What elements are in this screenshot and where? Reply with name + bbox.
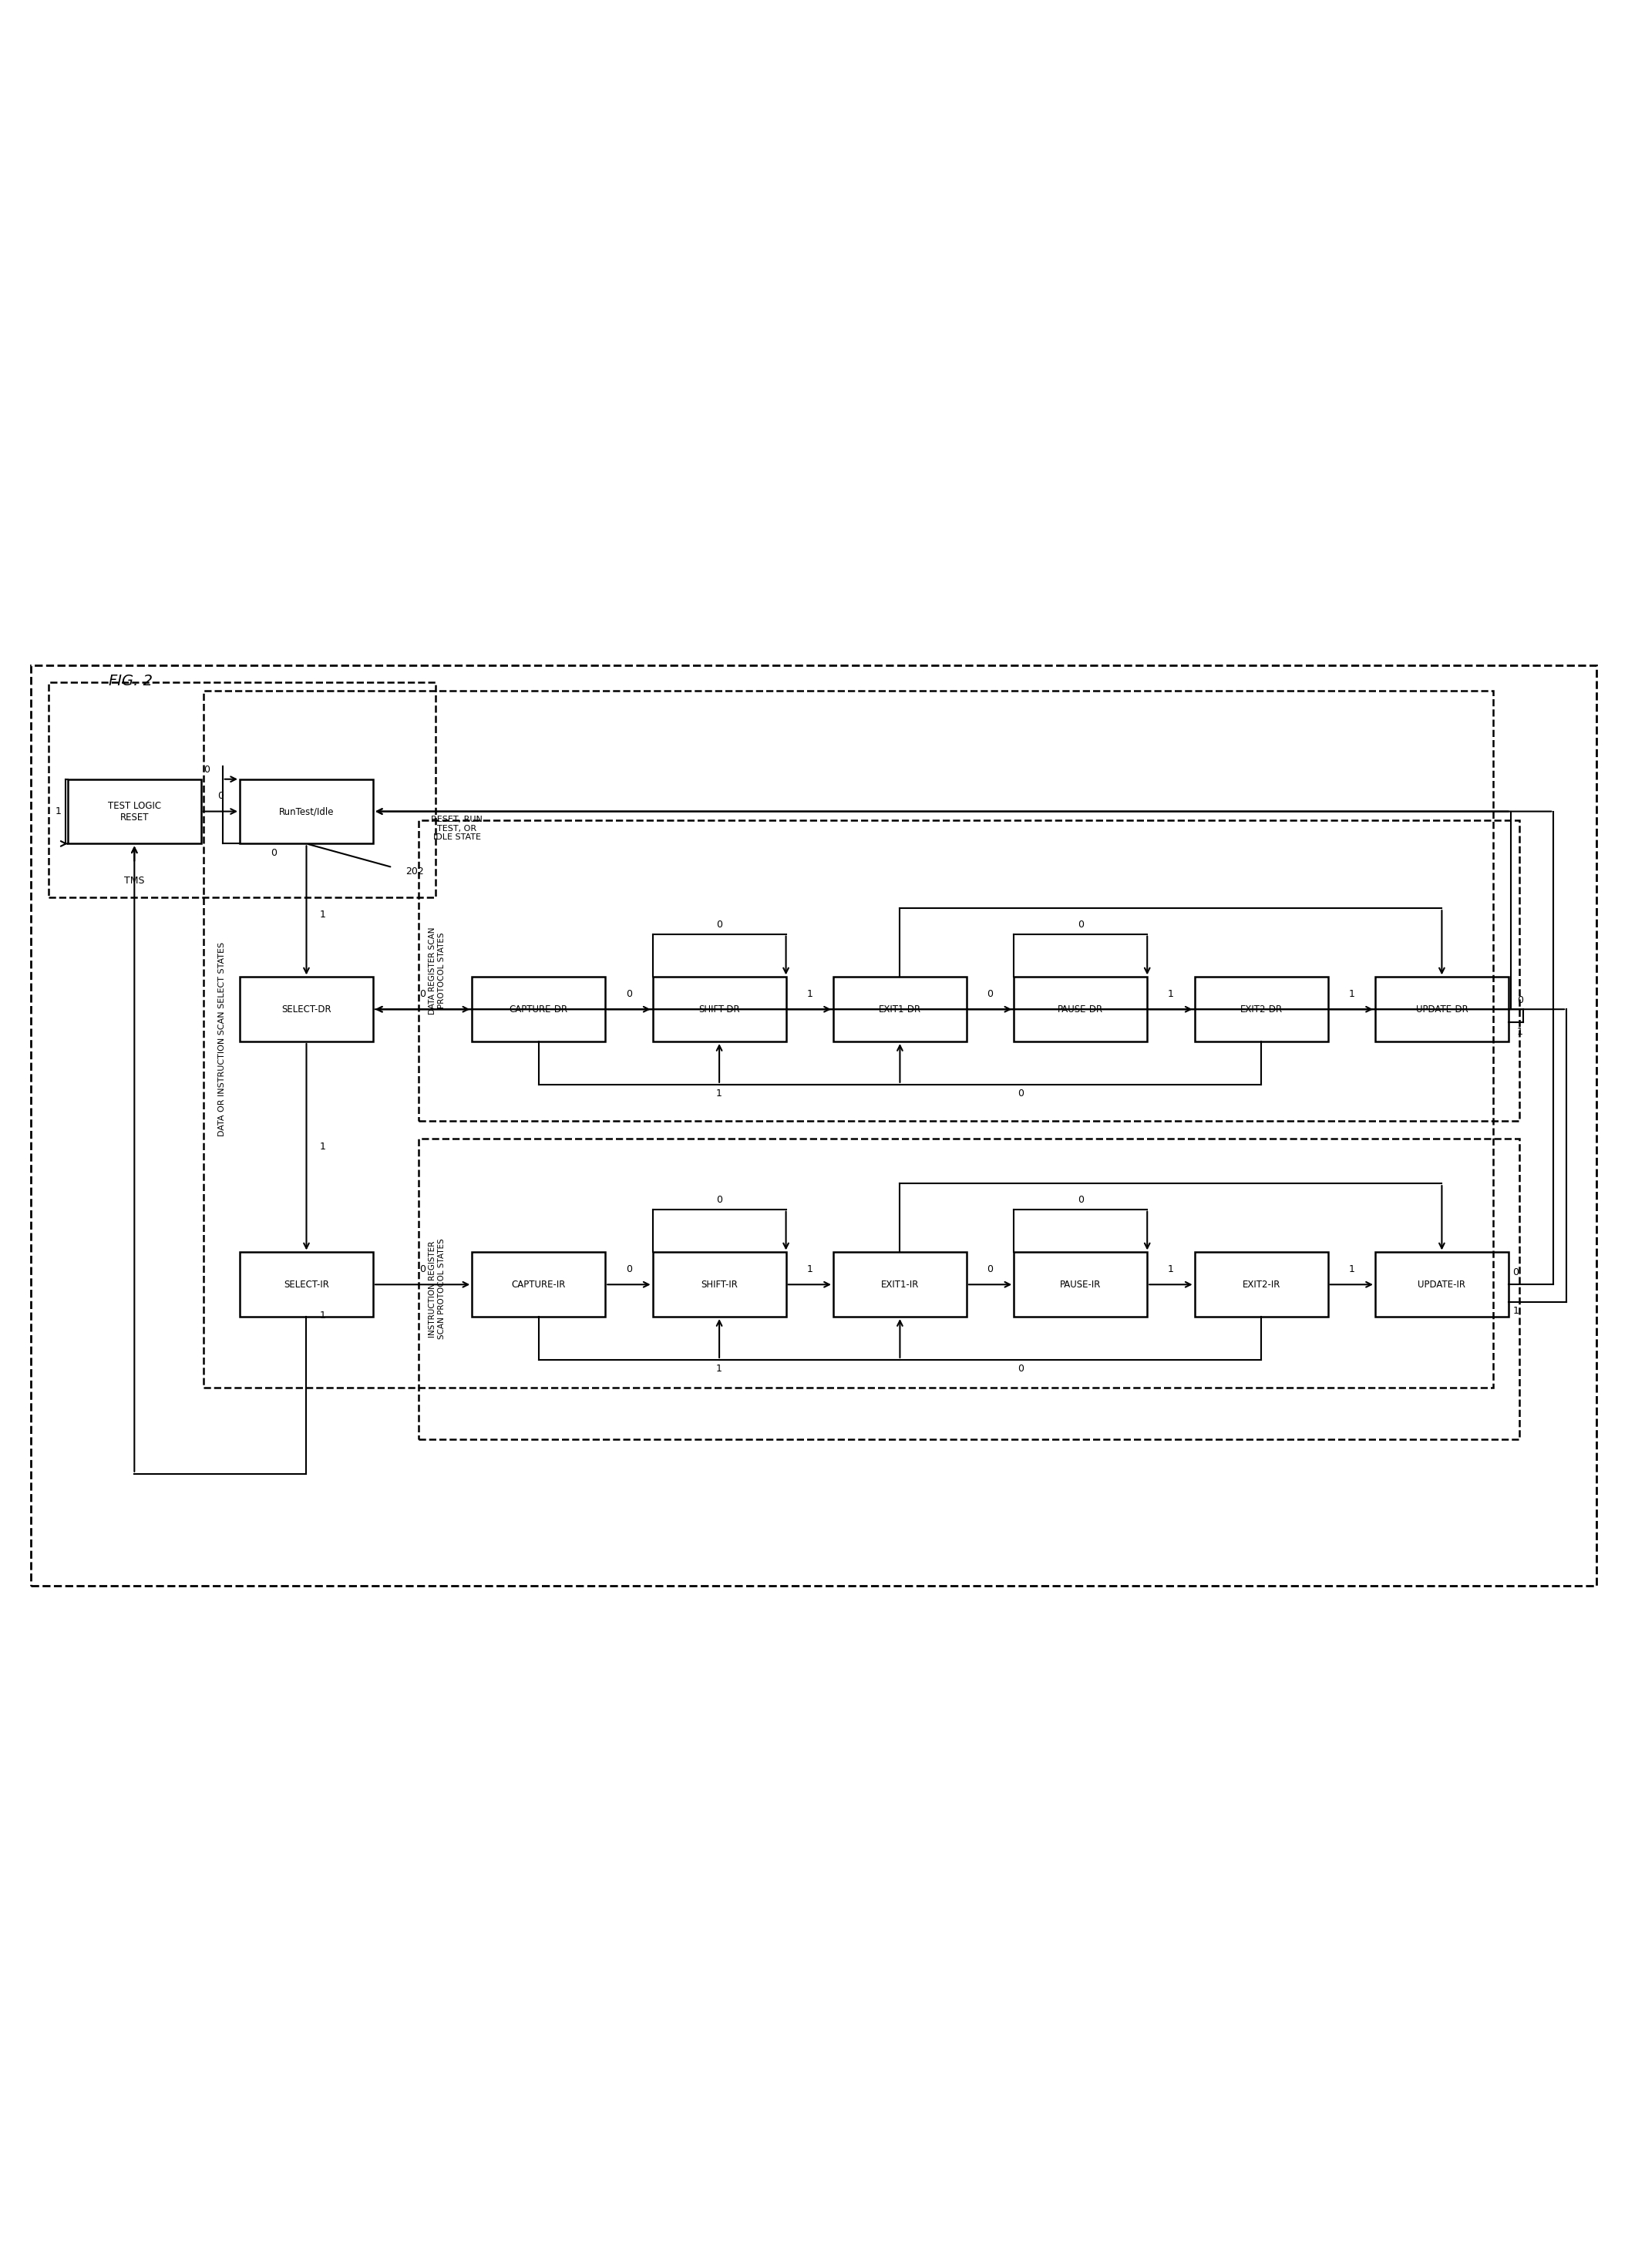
Text: 0: 0 xyxy=(987,1263,994,1275)
Text: 1: 1 xyxy=(56,807,61,816)
Text: SELECT-IR: SELECT-IR xyxy=(283,1279,329,1290)
Text: 0: 0 xyxy=(625,1263,632,1275)
FancyBboxPatch shape xyxy=(1013,978,1147,1041)
Text: 1: 1 xyxy=(319,1141,326,1152)
Text: EXIT1-IR: EXIT1-IR xyxy=(880,1279,920,1290)
FancyBboxPatch shape xyxy=(653,978,786,1041)
FancyBboxPatch shape xyxy=(1375,1252,1508,1318)
Text: 1: 1 xyxy=(716,1089,722,1100)
Text: 0: 0 xyxy=(217,792,224,801)
Text: EXIT1-DR: EXIT1-DR xyxy=(878,1005,921,1014)
Text: 1: 1 xyxy=(319,1311,326,1320)
Text: DATA REGISTER SCAN
PROTOCOL STATES: DATA REGISTER SCAN PROTOCOL STATES xyxy=(429,928,446,1014)
Text: 0: 0 xyxy=(1017,1089,1023,1100)
FancyBboxPatch shape xyxy=(1194,978,1328,1041)
Text: RESET, RUN
TEST, OR
IDLE STATE: RESET, RUN TEST, OR IDLE STATE xyxy=(431,816,482,841)
FancyBboxPatch shape xyxy=(834,978,967,1041)
Text: 1: 1 xyxy=(716,1363,722,1374)
Text: 0: 0 xyxy=(419,989,426,998)
Text: 0: 0 xyxy=(625,989,632,998)
Text: 1: 1 xyxy=(1349,989,1354,998)
Text: CAPTURE-IR: CAPTURE-IR xyxy=(512,1279,566,1290)
Text: 0: 0 xyxy=(204,764,209,776)
Text: 0: 0 xyxy=(1077,1195,1084,1204)
FancyBboxPatch shape xyxy=(834,1252,967,1318)
Text: EXIT2-DR: EXIT2-DR xyxy=(1240,1005,1283,1014)
Text: 0: 0 xyxy=(419,1263,426,1275)
Text: 0: 0 xyxy=(1513,1268,1518,1277)
FancyBboxPatch shape xyxy=(240,1252,373,1318)
Text: INSTRUCTION REGISTER
SCAN PROTOCOL STATES: INSTRUCTION REGISTER SCAN PROTOCOL STATE… xyxy=(429,1238,446,1338)
Text: 1: 1 xyxy=(1168,989,1175,998)
Text: 1: 1 xyxy=(806,989,813,998)
Text: SHIFT-DR: SHIFT-DR xyxy=(699,1005,740,1014)
FancyBboxPatch shape xyxy=(240,780,373,844)
Text: PAUSE-IR: PAUSE-IR xyxy=(1059,1279,1101,1290)
Text: 0: 0 xyxy=(1517,996,1523,1005)
Text: 1: 1 xyxy=(1349,1263,1354,1275)
FancyBboxPatch shape xyxy=(472,1252,605,1318)
FancyBboxPatch shape xyxy=(1013,1252,1147,1318)
Text: FIG. 2: FIG. 2 xyxy=(109,674,153,689)
FancyBboxPatch shape xyxy=(240,978,373,1041)
Text: CAPTURE-DR: CAPTURE-DR xyxy=(510,1005,568,1014)
Text: 0: 0 xyxy=(271,848,276,857)
Text: TEST LOGIC
RESET: TEST LOGIC RESET xyxy=(107,801,161,823)
Text: TMS: TMS xyxy=(123,875,145,887)
Text: 1: 1 xyxy=(1168,1263,1175,1275)
Text: 0: 0 xyxy=(716,921,722,930)
FancyBboxPatch shape xyxy=(1194,1252,1328,1318)
Text: UPDATE-IR: UPDATE-IR xyxy=(1418,1279,1466,1290)
Text: RunTest/Idle: RunTest/Idle xyxy=(280,807,334,816)
FancyBboxPatch shape xyxy=(653,1252,786,1318)
Text: 1: 1 xyxy=(806,1263,813,1275)
Text: UPDATE-DR: UPDATE-DR xyxy=(1416,1005,1467,1014)
Text: 0: 0 xyxy=(987,989,994,998)
FancyBboxPatch shape xyxy=(472,978,605,1041)
Text: 1: 1 xyxy=(319,909,326,919)
FancyBboxPatch shape xyxy=(67,780,201,844)
Text: EXIT2-IR: EXIT2-IR xyxy=(1242,1279,1280,1290)
Text: PAUSE-DR: PAUSE-DR xyxy=(1058,1005,1104,1014)
Text: 1: 1 xyxy=(1513,1306,1518,1315)
Text: SHIFT-IR: SHIFT-IR xyxy=(701,1279,737,1290)
Text: 202: 202 xyxy=(405,866,424,878)
Text: 1: 1 xyxy=(1517,1027,1523,1036)
Text: 0: 0 xyxy=(716,1195,722,1204)
FancyBboxPatch shape xyxy=(1375,978,1508,1041)
Text: SELECT-DR: SELECT-DR xyxy=(281,1005,331,1014)
Text: 0: 0 xyxy=(1017,1363,1023,1374)
Text: 0: 0 xyxy=(1077,921,1084,930)
Text: DATA OR INSTRUCTION SCAN SELECT STATES: DATA OR INSTRUCTION SCAN SELECT STATES xyxy=(219,941,225,1136)
